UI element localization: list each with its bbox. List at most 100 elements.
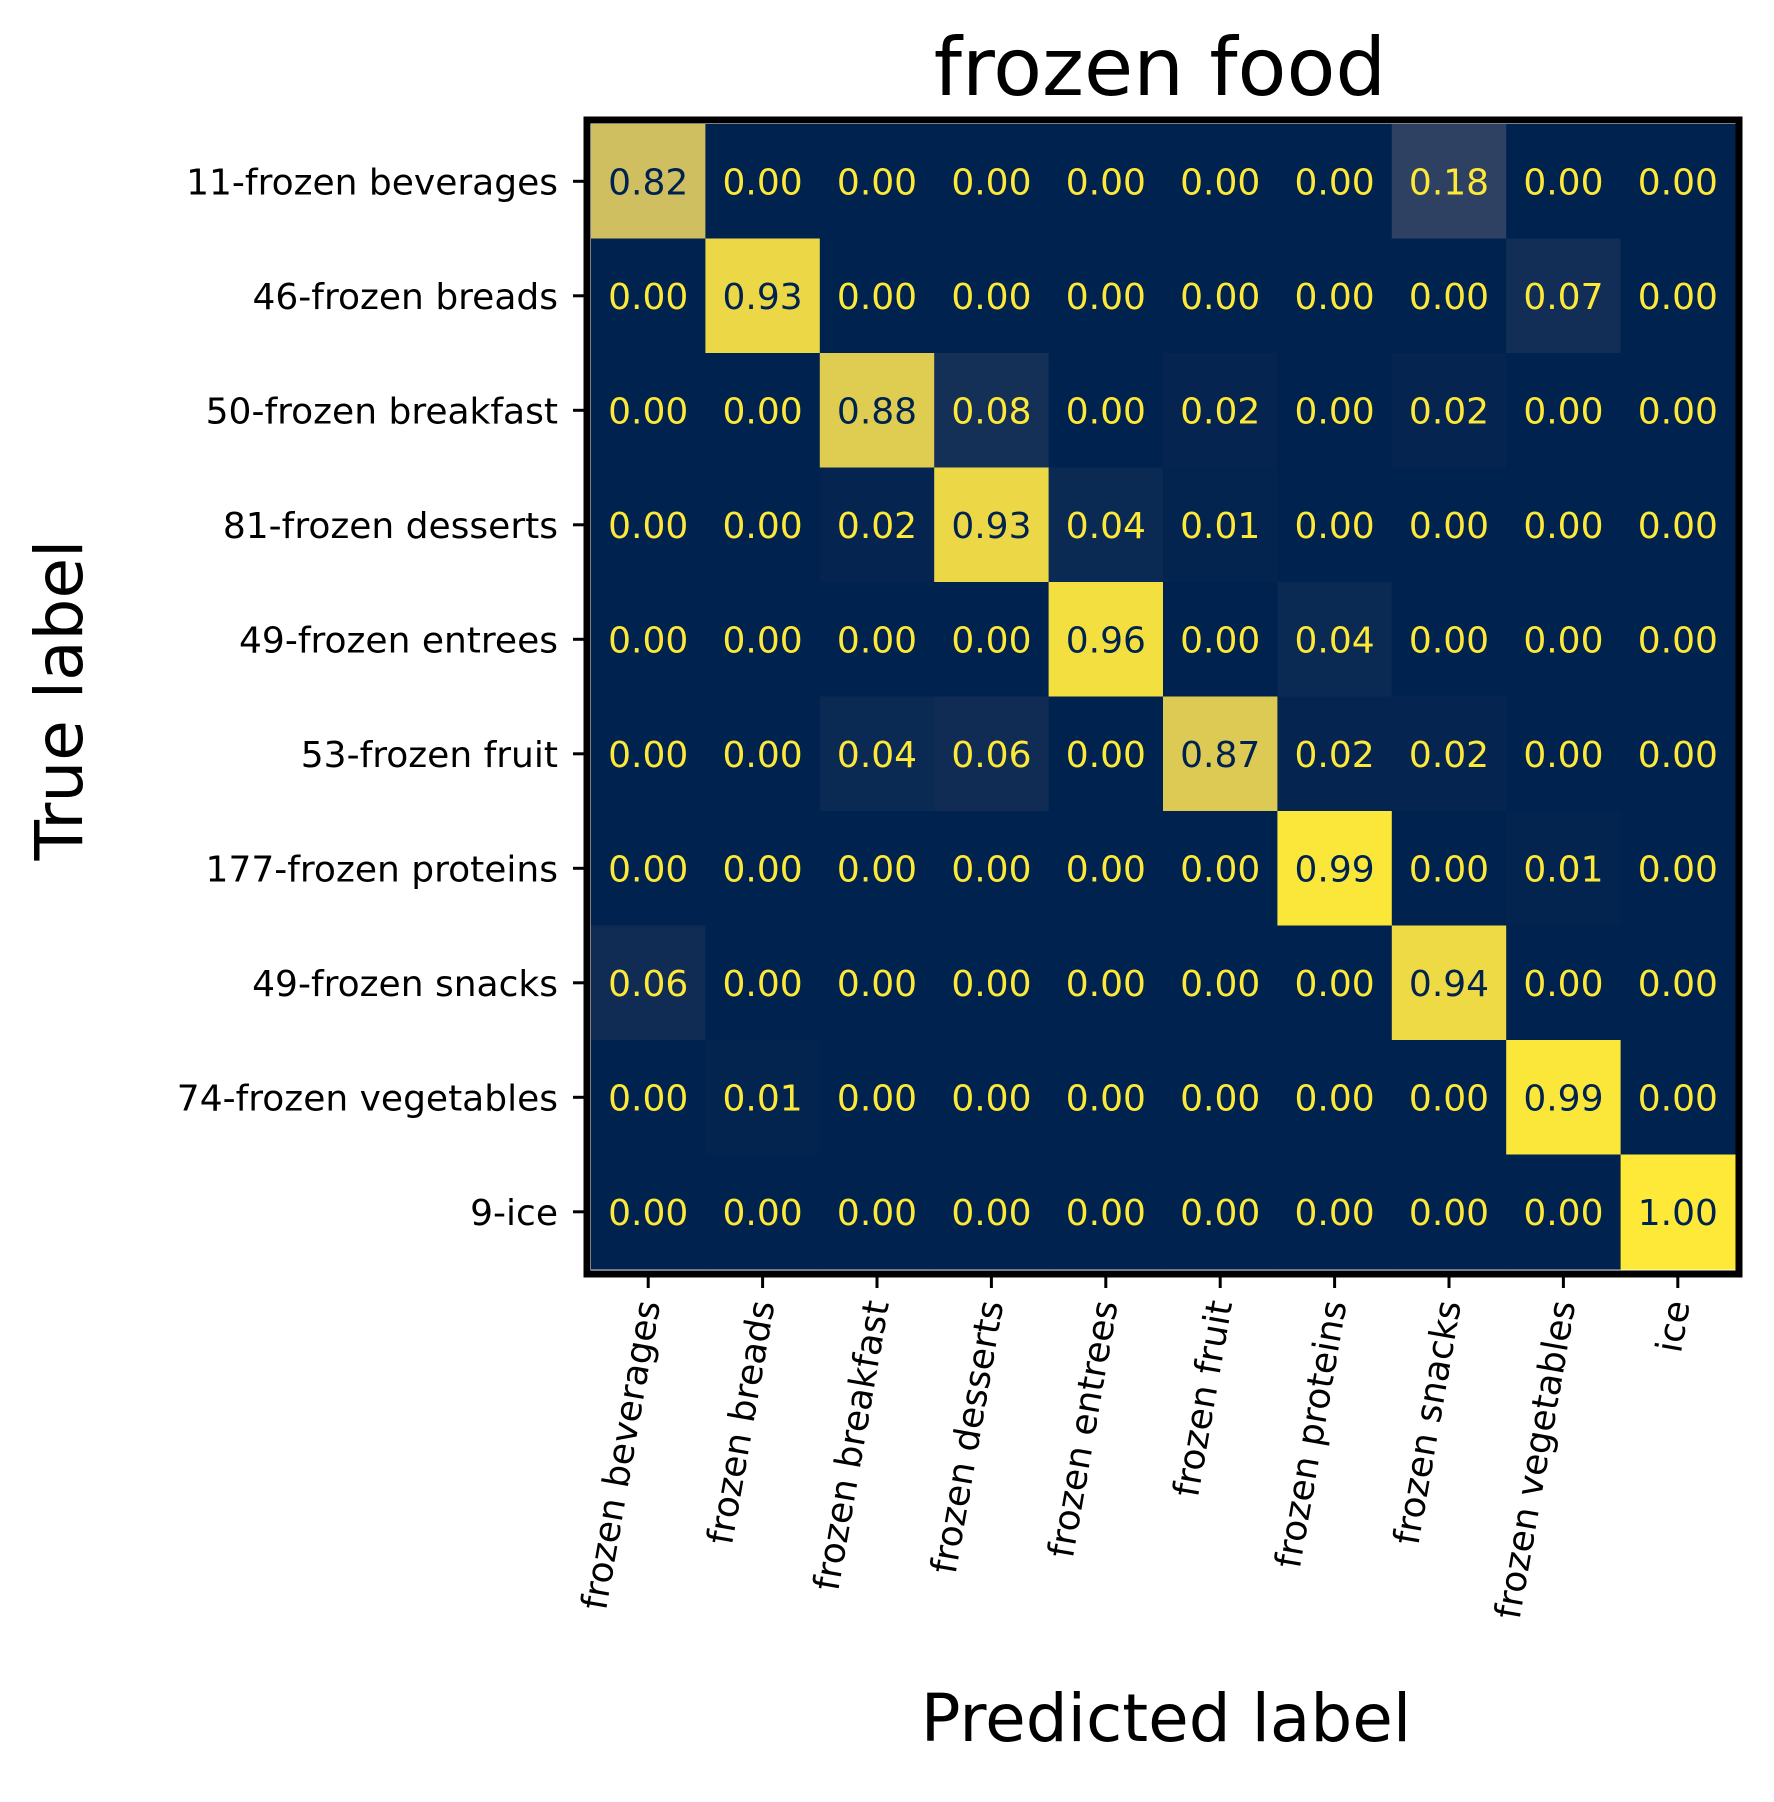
cell-value-label: 0.00 <box>1066 162 1146 203</box>
cell-value-label: 0.06 <box>951 735 1031 776</box>
heatmap-cell <box>591 238 706 354</box>
heatmap-cell <box>1163 582 1278 698</box>
heatmap-cell <box>1277 467 1393 583</box>
heatmap-cell <box>1277 1154 1393 1270</box>
heatmap-cell <box>705 1040 821 1156</box>
heatmap-cell <box>934 925 1050 1041</box>
cell-value-label: 0.08 <box>951 391 1031 432</box>
heatmap-cell <box>1391 124 1507 240</box>
cell-value-label: 0.00 <box>1523 506 1603 547</box>
y-tick-label: 53-frozen fruit <box>301 735 558 776</box>
cell-value-label: 0.00 <box>1523 620 1603 661</box>
heatmap-cells <box>591 124 1736 1270</box>
y-tick-label: 177-frozen proteins <box>206 849 558 890</box>
heatmap-cell <box>591 353 706 469</box>
y-tick-label: 74-frozen vegetables <box>177 1078 558 1119</box>
heatmap-cell <box>705 238 821 354</box>
heatmap-cell <box>819 811 935 927</box>
y-axis-ticks: 11-frozen beverages 46-frozen breads 50-fr… <box>177 162 584 1234</box>
cell-value-label: 0.00 <box>1638 620 1718 661</box>
plot-frame <box>583 116 1743 1278</box>
y-axis-label: True label <box>21 540 98 862</box>
cell-value-label: 0.00 <box>1523 735 1603 776</box>
heatmap-cell <box>1506 353 1622 469</box>
cell-value-label: 0.00 <box>723 849 803 890</box>
cell-value-label: 0.02 <box>1295 735 1375 776</box>
cell-value-label: 0.00 <box>723 1193 803 1234</box>
heatmap-cell <box>705 467 821 583</box>
heatmap-cell <box>819 1040 935 1156</box>
cell-value-label: 0.00 <box>951 620 1031 661</box>
cell-value-label: 0.00 <box>1523 1193 1603 1234</box>
heatmap-cell <box>1163 696 1278 812</box>
heatmap-cell <box>934 353 1050 469</box>
cell-value-label: 0.00 <box>1409 277 1489 318</box>
heatmap-cell <box>1048 582 1164 698</box>
heatmap-cell <box>1048 238 1164 354</box>
heatmap-cell <box>1506 925 1622 1041</box>
cell-value-label: 0.00 <box>608 277 688 318</box>
heatmap-cell <box>705 925 821 1041</box>
cell-value-label: 0.00 <box>837 1193 917 1234</box>
heatmap-cell <box>1277 696 1393 812</box>
cell-value-label: 0.01 <box>723 1078 803 1119</box>
heatmap-cell <box>1277 353 1393 469</box>
heatmap-cell <box>1048 467 1164 583</box>
cell-value-label: 0.00 <box>608 506 688 547</box>
cell-value-label: 0.93 <box>723 277 803 318</box>
heatmap-cell <box>1277 811 1393 927</box>
heatmap-cell <box>819 582 935 698</box>
heatmap-cell <box>1048 696 1164 812</box>
heatmap-cell <box>1048 124 1164 240</box>
heatmap-cell <box>1391 353 1507 469</box>
cell-value-label: 0.00 <box>1523 391 1603 432</box>
heatmap-cell <box>934 124 1050 240</box>
heatmap-cell <box>1391 467 1507 583</box>
cell-value-label: 0.00 <box>1295 1193 1375 1234</box>
x-axis-label: Predicted label <box>921 1680 1411 1757</box>
heatmap-cell <box>934 1154 1050 1270</box>
heatmap-cell <box>1506 1154 1622 1270</box>
heatmap-cell <box>705 582 821 698</box>
heatmap-cell <box>705 124 821 240</box>
heatmap-cell <box>1163 1040 1278 1156</box>
heatmap-cell <box>1506 238 1622 354</box>
heatmap-cell <box>1163 124 1278 240</box>
heatmap-cell <box>1048 1154 1164 1270</box>
cell-value-label: 0.07 <box>1523 277 1603 318</box>
cell-value-label: 0.00 <box>1638 391 1718 432</box>
cell-value-label: 0.04 <box>1066 506 1146 547</box>
y-tick-label: 46-frozen breads <box>253 277 559 318</box>
heatmap-cell <box>819 467 935 583</box>
cell-value-label: 0.00 <box>1180 1193 1260 1234</box>
heatmap-cell <box>1506 1040 1622 1156</box>
cell-value-label: 0.06 <box>608 964 688 1005</box>
cell-value-label: 0.82 <box>608 162 688 203</box>
cell-value-label: 0.96 <box>1066 620 1146 661</box>
heatmap-cell <box>591 696 706 812</box>
heatmap-cell <box>1048 1040 1164 1156</box>
cell-value-label: 0.00 <box>1638 964 1718 1005</box>
heatmap-cell <box>591 582 706 698</box>
heatmap-cell <box>934 238 1050 354</box>
cell-value-label: 0.00 <box>1180 162 1260 203</box>
cell-value-label: 0.00 <box>1066 391 1146 432</box>
heatmap-cell <box>934 811 1050 927</box>
cell-value-label: 0.00 <box>1638 849 1718 890</box>
heatmap-cell <box>1620 467 1736 583</box>
heatmap-cell <box>1620 124 1736 240</box>
cell-value-label: 0.00 <box>723 162 803 203</box>
cell-value-label: 0.00 <box>951 849 1031 890</box>
heatmap-cell <box>1048 811 1164 927</box>
heatmap-cell <box>591 1040 706 1156</box>
cell-value-label: 1.00 <box>1638 1193 1718 1234</box>
heatmap-cell <box>819 238 935 354</box>
y-tick-label: 11-frozen beverages <box>186 162 558 203</box>
cell-value-label: 0.00 <box>723 391 803 432</box>
chart-title: frozen food <box>934 21 1386 114</box>
cell-value-label: 0.04 <box>837 735 917 776</box>
cell-value-label: 0.00 <box>837 620 917 661</box>
cell-value-label: 0.00 <box>1180 964 1260 1005</box>
cell-value-label: 0.93 <box>951 506 1031 547</box>
heatmap-cell <box>1506 124 1622 240</box>
